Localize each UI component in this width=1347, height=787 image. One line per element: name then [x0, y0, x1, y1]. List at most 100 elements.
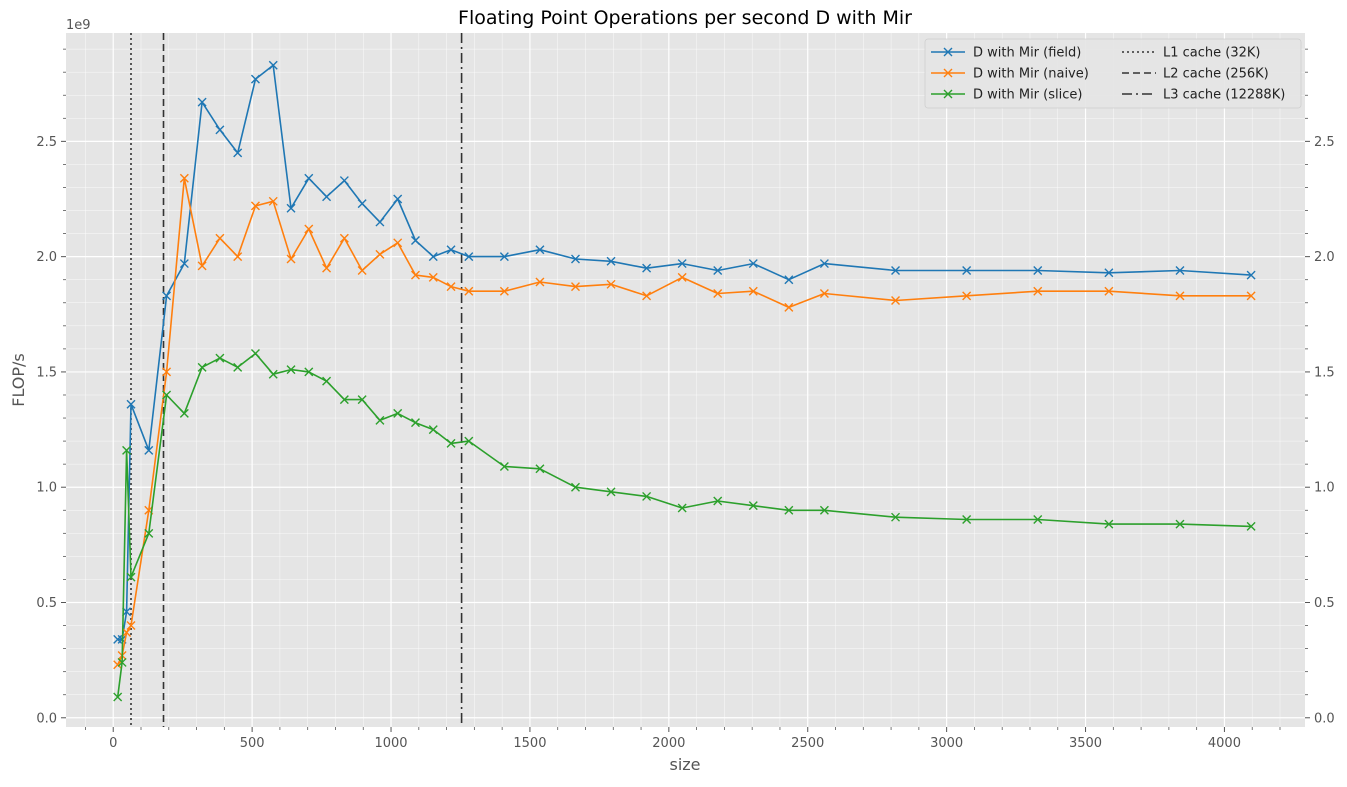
- data-point: [570, 482, 580, 492]
- y-tick-label: 1.5: [36, 365, 57, 380]
- data-point: [713, 289, 723, 299]
- data-point: [162, 390, 172, 400]
- data-point: [250, 348, 260, 358]
- x-axis-label: size: [669, 755, 700, 774]
- data-point: [1033, 265, 1043, 275]
- y-tick-label: 0.5: [36, 596, 57, 611]
- data-point: [233, 362, 243, 372]
- data-point: [642, 263, 652, 273]
- data-point: [499, 252, 509, 262]
- data-point: [748, 501, 758, 511]
- y-offset-text: 1e9: [66, 18, 91, 33]
- data-point: [570, 282, 580, 292]
- data-point: [535, 245, 545, 255]
- legend-label: L1 cache (32K): [1163, 46, 1261, 61]
- data-point: [642, 291, 652, 301]
- data-point: [357, 199, 367, 209]
- y-axis-label: FLOP/s: [9, 353, 28, 407]
- data-point: [304, 173, 314, 183]
- tick-marks: [61, 48, 1310, 732]
- data-point: [819, 289, 829, 299]
- data-point: [1246, 291, 1256, 301]
- data-point: [891, 295, 901, 305]
- data-point: [891, 512, 901, 522]
- data-point: [1175, 291, 1185, 301]
- data-point: [144, 528, 154, 538]
- y-tick-label: 0.0: [36, 711, 57, 726]
- legend-label: D with Mir (naive): [973, 67, 1089, 82]
- data-point: [375, 217, 385, 227]
- data-point: [113, 660, 123, 670]
- data-point: [1175, 519, 1185, 529]
- y2-tick-label: 2.0: [1314, 250, 1335, 265]
- data-point: [1104, 519, 1114, 529]
- legend-label: L3 cache (12288K): [1163, 88, 1285, 103]
- data-point: [162, 291, 172, 301]
- x-tick-label: 0: [109, 736, 117, 751]
- data-point: [606, 487, 616, 497]
- data-point: [891, 265, 901, 275]
- data-point: [962, 291, 972, 301]
- data-point: [233, 252, 243, 262]
- data-point: [126, 399, 136, 409]
- data-point: [535, 464, 545, 474]
- data-point: [713, 496, 723, 506]
- legend-swatch-marker: [943, 68, 953, 78]
- x-tick-label: 4000: [1208, 736, 1241, 751]
- data-point: [339, 395, 349, 405]
- series-group: [113, 173, 1256, 670]
- y-tick-label: 1.0: [36, 481, 57, 496]
- data-point: [268, 369, 278, 379]
- data-point: [962, 514, 972, 524]
- data-point: [410, 418, 420, 428]
- data-point: [393, 238, 403, 248]
- data-point: [446, 282, 456, 292]
- tick-labels: 0 500 1000 1500 2000 2500 3000 3500 4000 0.0 0.0 0.…: [36, 135, 1334, 751]
- data-point: [410, 270, 420, 280]
- y-tick-label: 2.5: [36, 135, 57, 150]
- data-point: [428, 252, 438, 262]
- data-point: [122, 445, 132, 455]
- data-point: [304, 367, 314, 377]
- data-point: [179, 173, 189, 183]
- data-point: [606, 256, 616, 266]
- data-point: [962, 265, 972, 275]
- legend-swatch-marker: [943, 47, 953, 57]
- data-point: [113, 692, 123, 702]
- data-point: [126, 572, 136, 582]
- data-point: [1246, 521, 1256, 531]
- y2-tick-label: 0.5: [1314, 596, 1335, 611]
- data-point: [322, 192, 332, 202]
- data-point: [677, 259, 687, 269]
- data-point: [286, 254, 296, 264]
- data-point: [179, 259, 189, 269]
- data-point: [819, 505, 829, 515]
- data-point: [268, 60, 278, 70]
- data-point: [428, 425, 438, 435]
- series-group: [113, 348, 1256, 702]
- data-point: [570, 254, 580, 264]
- data-point: [144, 445, 154, 455]
- chart-title: Floating Point Operations per second D w…: [458, 7, 912, 29]
- y2-tick-label: 1.0: [1314, 481, 1335, 496]
- legend-box: [924, 38, 1302, 109]
- legend: D with Mir (field) D with Mir (naive) D wi…: [924, 38, 1302, 109]
- data-point: [179, 408, 189, 418]
- legend-label: D with Mir (field): [973, 46, 1081, 61]
- data-point: [784, 275, 794, 285]
- data-point: [197, 362, 207, 372]
- legend-label: D with Mir (slice): [973, 88, 1082, 103]
- data-point: [250, 74, 260, 84]
- data-point: [197, 261, 207, 271]
- cache-lines: [130, 33, 463, 727]
- data-point: [197, 97, 207, 107]
- data-point: [215, 353, 225, 363]
- data-point: [393, 194, 403, 204]
- data-point: [126, 621, 136, 631]
- data-point: [464, 436, 474, 446]
- data-point: [375, 249, 385, 259]
- data-point: [464, 286, 474, 296]
- y2-tick-label: 0.0: [1314, 711, 1335, 726]
- data-point: [339, 176, 349, 186]
